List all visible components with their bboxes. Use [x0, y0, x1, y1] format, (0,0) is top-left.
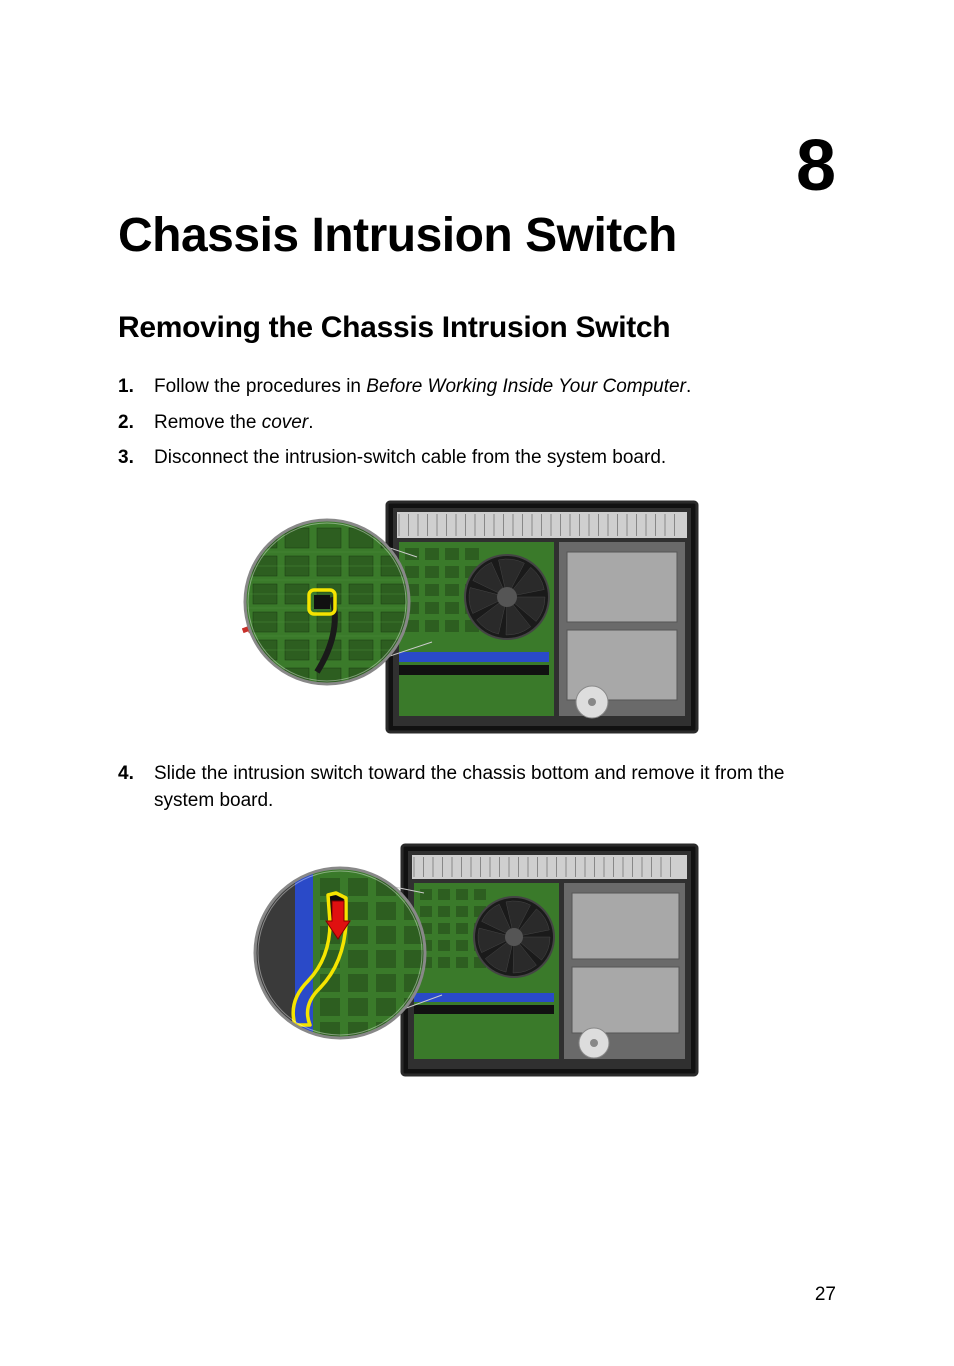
procedure-list-continued: 4. Slide the intrusion switch toward the… — [118, 760, 836, 815]
step-text-after: . — [686, 376, 691, 397]
step-text: Disconnect the intrusion-switch cable fr… — [154, 444, 836, 472]
step-number: 3. — [118, 444, 154, 472]
step-text-before: Disconnect the intrusion-switch cable fr… — [154, 447, 666, 468]
motherboard-slide-icon — [242, 825, 712, 1085]
page-number: 27 — [815, 1284, 836, 1306]
figure-1 — [118, 482, 836, 742]
step-3: 3. Disconnect the intrusion-switch cable… — [118, 444, 836, 472]
step-4: 4. Slide the intrusion switch toward the… — [118, 760, 836, 815]
procedure-list: 1. Follow the procedures in Before Worki… — [118, 373, 836, 472]
step-text: Remove the cover. — [154, 409, 836, 437]
step-text-before: Follow the procedures in — [154, 376, 366, 397]
motherboard-callout-icon — [242, 482, 712, 742]
step-number: 2. — [118, 409, 154, 437]
step-text-italic: Before Working Inside Your Computer — [366, 376, 686, 397]
section-title: Removing the Chassis Intrusion Switch — [118, 311, 836, 345]
step-number: 1. — [118, 373, 154, 401]
step-text-italic: cover — [262, 412, 308, 433]
step-1: 1. Follow the procedures in Before Worki… — [118, 373, 836, 401]
step-text: Follow the procedures in Before Working … — [154, 373, 836, 401]
figure-2 — [118, 825, 836, 1085]
step-text-before: Remove the — [154, 412, 262, 433]
step-number: 4. — [118, 760, 154, 815]
step-text-after: . — [308, 412, 313, 433]
chapter-title: Chassis Intrusion Switch — [118, 208, 836, 263]
step-text: Slide the intrusion switch toward the ch… — [154, 760, 836, 815]
step-2: 2. Remove the cover. — [118, 409, 836, 437]
chapter-number: 8 — [796, 130, 836, 202]
step-text-before: Slide the intrusion switch toward the ch… — [154, 763, 784, 812]
